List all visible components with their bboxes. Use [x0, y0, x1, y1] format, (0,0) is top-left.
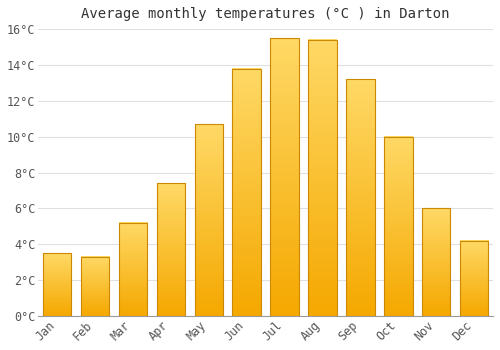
- Bar: [270, 38, 299, 316]
- Bar: [384, 136, 412, 316]
- Bar: [346, 79, 374, 316]
- Bar: [119, 223, 147, 316]
- Bar: [156, 183, 185, 316]
- Bar: [460, 241, 488, 316]
- Bar: [81, 257, 110, 316]
- Bar: [308, 40, 336, 316]
- Bar: [422, 208, 450, 316]
- Bar: [194, 124, 223, 316]
- Bar: [43, 253, 72, 316]
- Bar: [232, 69, 261, 316]
- Title: Average monthly temperatures (°C ) in Darton: Average monthly temperatures (°C ) in Da…: [82, 7, 450, 21]
